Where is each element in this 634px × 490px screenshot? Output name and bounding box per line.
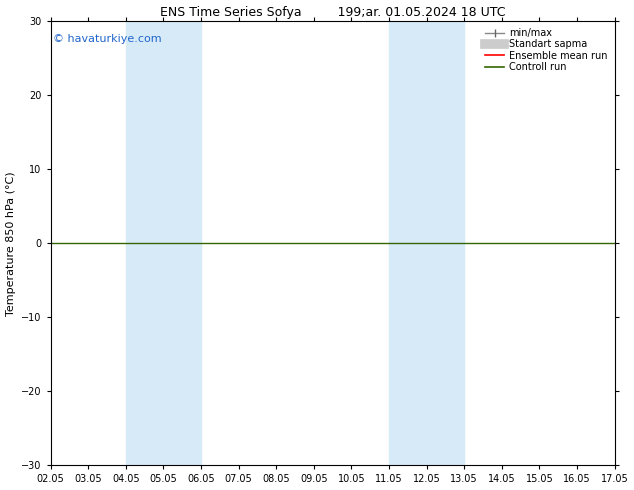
Text: © havaturkiye.com: © havaturkiye.com: [53, 34, 162, 45]
Y-axis label: Temperature 850 hPa (°C): Temperature 850 hPa (°C): [6, 171, 16, 316]
Title: ENS Time Series Sofya         199;ar. 01.05.2024 18 UTC: ENS Time Series Sofya 199;ar. 01.05.2024…: [160, 5, 505, 19]
Legend: min/max, Standart sapma, Ensemble mean run, Controll run: min/max, Standart sapma, Ensemble mean r…: [483, 26, 610, 74]
Bar: [126, 21, 201, 465]
Bar: [389, 21, 464, 465]
